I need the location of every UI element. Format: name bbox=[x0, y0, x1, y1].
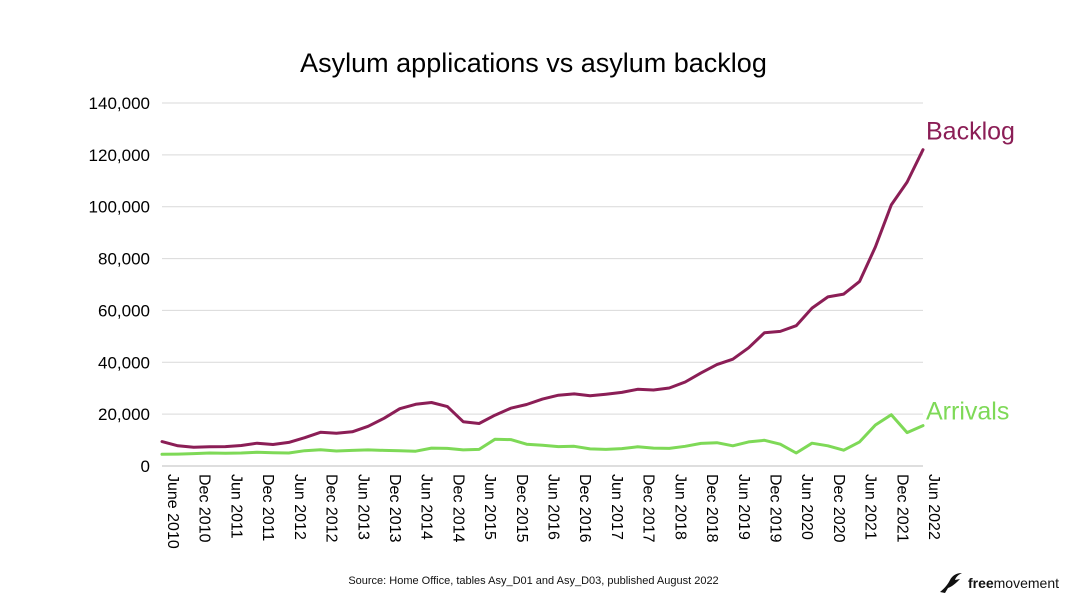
series-line-arrivals bbox=[160, 413, 925, 456]
x-tick-label: Jun 2012 bbox=[291, 474, 308, 540]
y-tick-label: 100,000 bbox=[89, 198, 150, 217]
x-tick-label: Jun 2021 bbox=[862, 474, 879, 540]
x-tick-labels: June 2010 Dec 2010 Jun 2011 Dec 2011 Jun 201… bbox=[164, 474, 942, 549]
chart-title: Asylum applications vs asylum backlog bbox=[300, 48, 767, 78]
y-tick-label: 120,000 bbox=[89, 146, 150, 165]
series-lines bbox=[160, 148, 925, 456]
x-tick-label: Dec 2015 bbox=[513, 474, 530, 543]
x-tick-label: Dec 2012 bbox=[323, 474, 340, 543]
x-tick-label: Dec 2020 bbox=[830, 474, 847, 543]
y-tick-label: 80,000 bbox=[98, 250, 150, 269]
y-tick-label: 0 bbox=[141, 457, 150, 476]
x-tick-label: Jun 2019 bbox=[735, 474, 752, 540]
x-tick-label: Jun 2017 bbox=[608, 474, 625, 540]
bird-icon bbox=[939, 573, 962, 593]
series-line-backlog bbox=[160, 148, 925, 449]
x-tick-label: Jun 2015 bbox=[481, 474, 498, 540]
x-tick-label: Dec 2010 bbox=[196, 474, 213, 543]
x-tick-label: Dec 2017 bbox=[640, 474, 657, 543]
x-tick-label: Jun 2016 bbox=[545, 474, 562, 540]
brand-free: free bbox=[967, 575, 994, 591]
y-tick-labels: 0 20,000 40,000 60,000 80,000 100,000 120,000 1… bbox=[89, 94, 150, 476]
x-tick-label: Jun 2022 bbox=[925, 474, 942, 540]
brand-logo: free movement bbox=[939, 572, 1059, 594]
y-tick-label: 60,000 bbox=[98, 301, 150, 320]
x-tick-label: Dec 2016 bbox=[576, 474, 593, 543]
y-tick-label: 140,000 bbox=[89, 94, 150, 113]
x-tick-label: Dec 2011 bbox=[259, 474, 276, 541]
x-tick-label: Jun 2013 bbox=[354, 474, 371, 540]
x-tick-label: Dec 2014 bbox=[449, 474, 466, 543]
gridlines bbox=[162, 102, 923, 415]
y-tick-label: 20,000 bbox=[98, 405, 150, 424]
series-label-backlog: Backlog bbox=[926, 118, 1015, 146]
series-labels: Backlog Arrivals bbox=[926, 118, 1015, 426]
x-tick-label: June 2010 bbox=[164, 474, 181, 549]
brand-movement: movement bbox=[993, 575, 1059, 591]
x-tick-label: Dec 2019 bbox=[766, 474, 783, 543]
x-tick-label: Dec 2018 bbox=[703, 474, 720, 543]
x-tick-label: Dec 2021 bbox=[893, 474, 910, 543]
x-tick-label: Jun 2011 bbox=[227, 474, 244, 539]
series-label-arrivals: Arrivals bbox=[926, 398, 1009, 426]
x-tick-label: Dec 2013 bbox=[386, 474, 403, 543]
source-note: Source: Home Office, tables Asy_D01 and … bbox=[348, 575, 719, 587]
x-tick-label: Jun 2014 bbox=[418, 474, 435, 540]
y-tick-label: 40,000 bbox=[98, 353, 150, 372]
x-tick-label: Jun 2020 bbox=[798, 474, 815, 540]
x-tick-label: Jun 2018 bbox=[671, 474, 688, 540]
